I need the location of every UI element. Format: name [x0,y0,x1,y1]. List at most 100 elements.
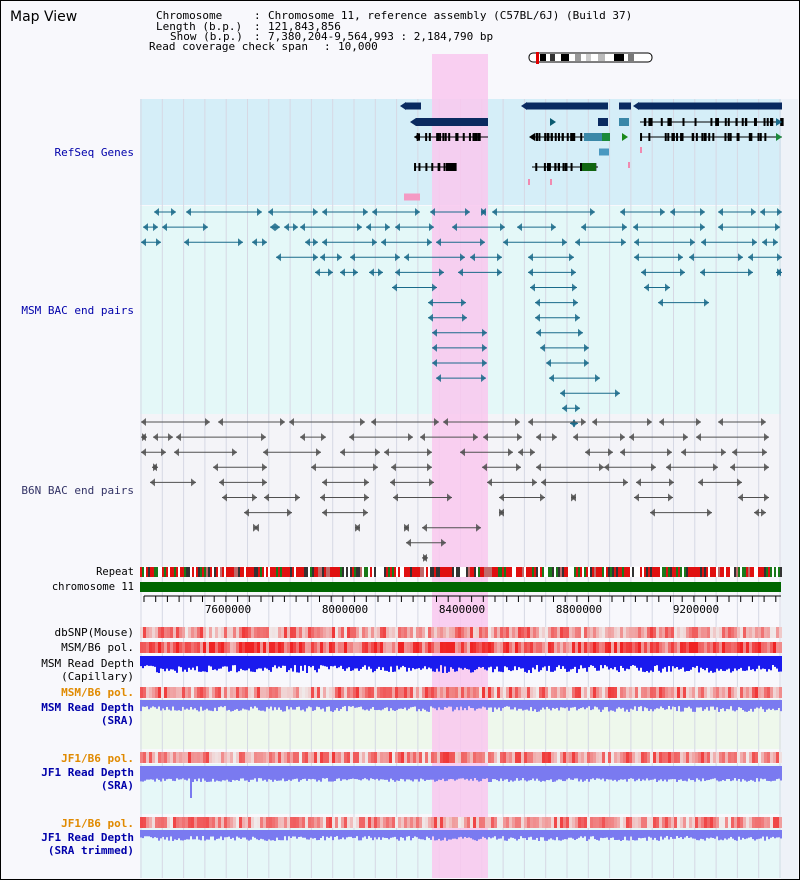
dbsnp-heat-cell[interactable] [371,627,374,638]
jf1-b6-pol-2-heat-cell[interactable] [452,817,455,828]
b6n-bac-end-left[interactable] [696,433,701,442]
msm-capillary-depth-bar[interactable] [588,656,590,668]
jf1-sra-depth-bar[interactable] [728,766,730,780]
msm-b6-pol-2-heat-cell[interactable] [422,687,425,698]
msm-bac-end-right[interactable] [590,208,595,216]
msm-b6-pol-2-heat-cell[interactable] [500,687,503,698]
jf1-b6-pol-heat-cell[interactable] [515,752,518,763]
jf1-b6-pol-2-heat-cell[interactable] [602,817,605,828]
jf1-trim-depth-bar[interactable] [462,830,464,839]
dbsnp-heat-cell[interactable] [560,627,563,638]
msm-capillary-depth-bar[interactable] [156,656,158,673]
msm-capillary-depth-bar[interactable] [698,656,700,673]
jf1-trim-depth-bar[interactable] [484,830,486,838]
msm-bac-end-right[interactable] [665,283,670,292]
jf1-b6-pol-heat-cell[interactable] [434,752,437,763]
msm-b6-pol-2-heat-cell[interactable] [725,687,728,698]
msm-sra-depth-bar[interactable] [354,700,356,708]
msm-b6-pol-heat-cell[interactable] [434,642,437,653]
msm-capillary-depth-bar[interactable] [250,656,252,672]
jf1-trim-depth-bar[interactable] [180,830,182,841]
jf1-b6-pol-2-heat-cell[interactable] [497,817,500,828]
jf1-trim-depth-bar[interactable] [490,830,492,839]
msm-b6-pol-heat-cell[interactable] [581,642,584,653]
msm-sra-depth-bar[interactable] [394,700,396,711]
refseq-gene-f-exon[interactable] [431,163,434,171]
msm-bac-end-left[interactable] [760,208,765,216]
repeat-element[interactable] [468,567,470,577]
jf1-trim-depth-bar[interactable] [674,830,676,839]
dbsnp-heat-cell[interactable] [188,627,191,638]
jf1-b6-pol-2-heat-cell[interactable] [713,817,716,828]
msm-sra-depth-bar[interactable] [174,700,176,711]
msm-capillary-depth-bar[interactable] [468,656,470,670]
jf1-sra-depth-bar[interactable] [506,766,508,780]
msm-capillary-depth-bar[interactable] [406,656,408,672]
dbsnp-heat-cell[interactable] [407,627,410,638]
jf1-trim-depth-bar[interactable] [278,830,280,841]
refseq-gene-e-exon[interactable] [727,133,730,141]
msm-b6-pol-heat-cell[interactable] [230,642,233,653]
dbsnp-heat-cell[interactable] [599,627,602,638]
jf1-b6-pol-2-heat-cell[interactable] [299,817,302,828]
msm-sra-depth-bar[interactable] [144,700,146,707]
jf1-b6-pol-heat-cell[interactable] [338,752,341,763]
jf1-b6-pol-2-heat-cell[interactable] [776,817,779,828]
msm-b6-pol-heat-cell[interactable] [695,642,698,653]
jf1-trim-depth-bar[interactable] [690,830,692,838]
jf1-sra-depth-bar[interactable] [690,766,692,781]
msm-sra-depth-bar[interactable] [238,700,240,711]
msm-bac-end-right[interactable] [439,268,444,277]
jf1-b6-pol-heat-cell[interactable] [269,752,272,763]
jf1-sra-depth-bar[interactable] [564,766,566,782]
jf1-b6-pol-heat-cell[interactable] [419,752,422,763]
dbsnp-heat-cell[interactable] [221,627,224,638]
msm-capillary-depth-bar[interactable] [432,656,434,672]
msm-capillary-depth-bar[interactable] [232,656,234,666]
msm-bac-end-right[interactable] [777,253,782,262]
jf1-b6-pol-2-heat-cell[interactable] [263,817,266,828]
msm-sra-depth-bar[interactable] [684,700,686,708]
msm-b6-pol-heat-cell[interactable] [242,642,245,653]
msm-b6-pol-2-heat-cell[interactable] [662,687,665,698]
repeat-element[interactable] [188,567,190,577]
repeat-element[interactable] [302,567,304,577]
msm-b6-pol-2-heat-cell[interactable] [767,687,770,698]
jf1-trim-depth-bar[interactable] [700,830,702,839]
repeat-element[interactable] [366,567,368,577]
msm-sra-depth-bar[interactable] [184,700,186,710]
msm-capillary-depth-bar[interactable] [144,656,146,667]
msm-bac-end-left[interactable] [300,223,305,232]
msm-b6-pol-heat-cell[interactable] [260,642,263,653]
jf1-sra-depth-bar[interactable] [330,766,332,782]
repeat-element[interactable] [458,567,460,577]
jf1-sra-depth-bar[interactable] [160,766,162,782]
jf1-b6-pol-heat-cell[interactable] [359,752,362,763]
jf1-sra-depth-bar[interactable] [706,766,708,781]
jf1-b6-pol-2-heat-cell[interactable] [725,817,728,828]
jf1-trim-depth-bar[interactable] [602,830,604,839]
jf1-sra-depth-bar[interactable] [514,766,516,781]
msm-capillary-depth-bar[interactable] [528,656,530,671]
refseq-gene-d-exon[interactable] [535,133,538,141]
jf1-b6-pol-heat-cell[interactable] [602,752,605,763]
jf1-b6-pol-heat-cell[interactable] [251,752,254,763]
jf1-b6-pol-heat-cell[interactable] [203,752,206,763]
repeat-element[interactable] [434,567,436,577]
msm-b6-pol-heat-cell[interactable] [713,642,716,653]
jf1-b6-pol-2-heat-cell[interactable] [596,817,599,828]
repeat-element[interactable] [278,567,280,577]
msm-sra-depth-bar[interactable] [362,700,364,710]
jf1-trim-depth-bar[interactable] [200,830,202,841]
msm-bac-end-left[interactable] [536,328,541,337]
dbsnp-heat-cell[interactable] [161,627,164,638]
b6n-bac-end-right[interactable] [142,433,147,442]
jf1-sra-depth-bar[interactable] [526,766,528,782]
msm-b6-pol-heat-cell[interactable] [431,642,434,653]
b6n-bac-end-right[interactable] [280,418,285,426]
jf1-b6-pol-heat-cell[interactable] [161,752,164,763]
msm-b6-pol-heat-cell[interactable] [767,642,770,653]
jf1-b6-pol-2-heat-cell[interactable] [407,817,410,828]
msm-sra-depth-bar[interactable] [418,700,420,710]
repeat-element[interactable] [346,567,348,577]
